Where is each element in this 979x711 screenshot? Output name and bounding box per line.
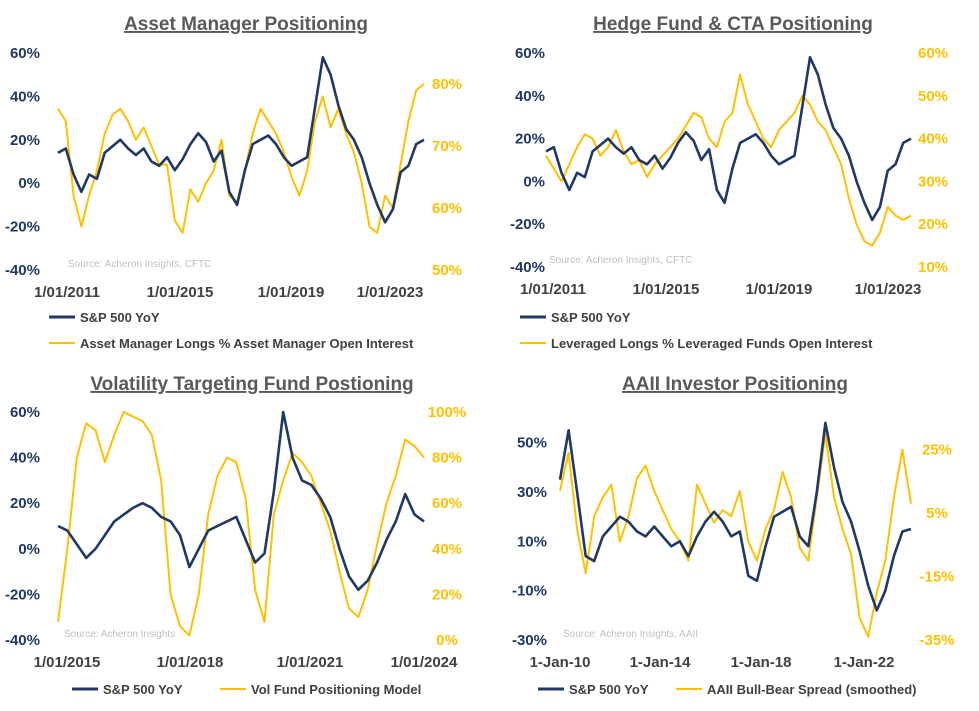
x-tick-label: 1/01/2011 (520, 281, 586, 298)
y-right-tick-label: 60% (432, 200, 462, 217)
series-line-positioning (57, 411, 425, 637)
y-right-tick-label: 0% (436, 632, 458, 649)
y-left-tick-label: -10% (512, 583, 547, 600)
legend-label-sp500: S&P 500 YoY (103, 682, 183, 697)
series-line-sp500 (57, 55, 425, 224)
x-tick-label: 1/01/2015 (633, 281, 700, 298)
plot-area: 60% 40% 20% 0% -20% -40% 60% 50% 40% 30% 20% 10% 1/0… (510, 45, 948, 298)
y-right-tick-label: 10% (918, 259, 948, 276)
source-note: Source: Acheron Insights, CFTC (68, 259, 211, 270)
y-left-tick-label: 60% (10, 404, 40, 421)
y-right-tick-label: 20% (918, 216, 948, 233)
y-right-tick-label: 80% (432, 76, 462, 93)
series-line-sp500 (558, 421, 912, 612)
y-right-tick-label: 50% (918, 88, 948, 105)
y-left-tick-label: -30% (512, 632, 547, 649)
legend-label-positioning: Asset Manager Longs % Asset Manager Open… (80, 336, 414, 351)
y-right-tick-label: 100% (428, 404, 466, 421)
y-right-tick-label: 60% (432, 495, 462, 512)
y-right-tick-label: 20% (432, 586, 462, 603)
x-tick-label: 1-Jan-14 (630, 654, 692, 671)
y-left-tick-label: 40% (515, 88, 545, 105)
series-line-positioning (545, 73, 912, 247)
y-left-tick-label: -20% (5, 586, 40, 603)
x-tick-label: 1-Jan-22 (834, 654, 895, 671)
y-left-tick-label: -40% (510, 259, 545, 276)
plot-area: 60% 40% 20% 0% -20% -40% 80% 70% 60% 50% 1/01/2011… (5, 45, 462, 301)
chart-title: Volatility Targeting Fund Postioning (90, 374, 413, 395)
legend-label-sp500: S&P 500 YoY (569, 682, 649, 697)
series-line-positioning (559, 432, 912, 638)
series-line-sp500 (545, 55, 912, 222)
x-tick-label: 1/01/2015 (34, 654, 101, 671)
legend-label-positioning: AAII Bull-Bear Spread (smoothed) (707, 682, 916, 697)
y-left-tick-label: 10% (517, 533, 547, 550)
y-right-tick-label: 40% (432, 541, 462, 558)
legend-label-positioning: Vol Fund Positioning Model (251, 682, 421, 697)
chart-title: Asset Manager Positioning (124, 14, 368, 35)
y-left-tick-label: 30% (517, 484, 547, 501)
panel-aaii: AAII Investor Positioning 50% 30% 10% -10% -… (512, 374, 955, 697)
y-left-tick-label: 50% (517, 435, 547, 452)
series-line-positioning (57, 83, 425, 234)
y-left-tick-label: 20% (10, 132, 40, 149)
series-line-sp500 (57, 410, 425, 592)
x-tick-label: 1-Jan-10 (530, 654, 591, 671)
plot-area: 50% 30% 10% -10% -30% 25% 5% -15% -35% 1-Jan-10 1-… (512, 421, 955, 671)
y-right-tick-label: 70% (432, 138, 462, 155)
y-right-tick-label: 40% (918, 131, 948, 148)
y-right-tick-label: -15% (919, 569, 954, 586)
y-left-tick-label: -40% (5, 262, 40, 279)
y-right-tick-label: 25% (922, 442, 952, 459)
y-left-tick-label: 20% (10, 495, 40, 512)
x-tick-label: 1/01/2024 (391, 654, 458, 671)
source-note: Source: Acheron Insights, AAII (563, 629, 698, 640)
y-left-tick-label: 40% (10, 88, 40, 105)
y-right-tick-label: -35% (919, 632, 954, 649)
x-tick-label: 1/01/2021 (277, 654, 344, 671)
x-tick-label: 1/01/2023 (357, 284, 424, 301)
y-left-tick-label: 60% (10, 45, 40, 62)
y-right-tick-label: 30% (918, 173, 948, 190)
y-left-tick-label: 0% (18, 541, 40, 558)
y-right-tick-label: 5% (926, 505, 948, 522)
chart-title: Hedge Fund & CTA Positioning (593, 14, 873, 35)
panel-hedge-fund: Hedge Fund & CTA Positioning 60% 40% 20% 0%… (510, 14, 948, 351)
plot-area: 60% 40% 20% 0% -20% -40% 100% 80% 60% 40% 20% 0% 1/0… (5, 404, 466, 671)
x-tick-label: 1/01/2019 (746, 281, 813, 298)
panel-vol-targeting: Volatility Targeting Fund Postioning 60%… (5, 374, 466, 697)
source-note: Source: Acheron Insights (64, 629, 175, 640)
y-right-tick-label: 80% (432, 450, 462, 467)
y-left-tick-label: 60% (515, 45, 545, 62)
chart-title: AAII Investor Positioning (622, 374, 848, 395)
panel-asset-manager: Asset Manager Positioning 60% 40% 20% 0% -20… (5, 14, 462, 351)
y-left-tick-label: -40% (5, 632, 40, 649)
x-tick-label: 1/01/2023 (855, 281, 922, 298)
y-right-tick-label: 60% (918, 45, 948, 62)
x-tick-label: 1/01/2015 (147, 284, 214, 301)
y-left-tick-label: 0% (18, 175, 40, 192)
y-right-tick-label: 50% (432, 262, 462, 279)
y-left-tick-label: 40% (10, 450, 40, 467)
x-tick-label: 1/01/2011 (34, 284, 100, 301)
x-tick-label: 1/01/2018 (157, 654, 224, 671)
y-left-tick-label: 0% (523, 173, 545, 190)
legend-label-positioning: Leveraged Longs % Leveraged Funds Open I… (551, 336, 873, 351)
y-left-tick-label: -20% (510, 216, 545, 233)
y-left-tick-label: -20% (5, 219, 40, 236)
source-note: Source: Acheron Insights, CFTC (549, 255, 692, 266)
x-tick-label: 1-Jan-18 (731, 654, 792, 671)
x-tick-label: 1/01/2019 (258, 284, 325, 301)
y-left-tick-label: 20% (515, 131, 545, 148)
legend-label-sp500: S&P 500 YoY (80, 310, 160, 325)
legend-label-sp500: S&P 500 YoY (551, 310, 631, 325)
